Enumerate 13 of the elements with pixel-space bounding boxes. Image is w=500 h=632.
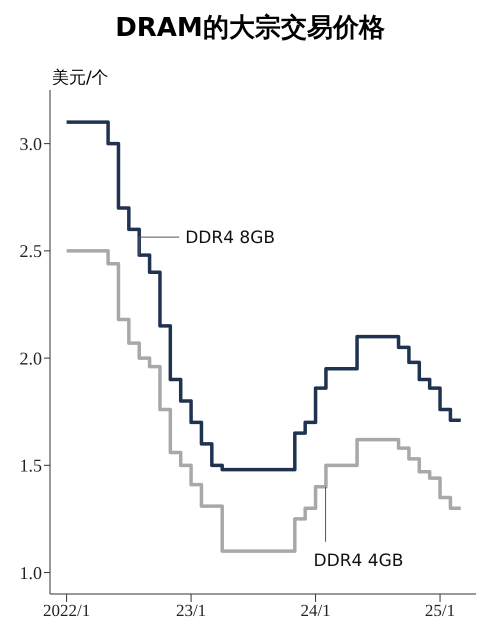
y-axis-title: 美元/个 bbox=[52, 67, 109, 89]
y-tick-label: 2.5 bbox=[20, 241, 42, 262]
x-tick-label: 24/1 bbox=[300, 601, 331, 620]
y-tick-label: 2.0 bbox=[20, 348, 42, 368]
x-tick-label: 23/1 bbox=[176, 601, 206, 620]
y-tick-label: 1.0 bbox=[20, 562, 42, 583]
y-tick-label: 3.0 bbox=[20, 134, 42, 154]
x-tick-label: 25/1 bbox=[424, 601, 456, 620]
y-tick-label: 1.5 bbox=[20, 456, 42, 476]
chart-title: DRAM的大宗交易价格 bbox=[114, 12, 386, 45]
text: DDR4 8GB bbox=[185, 228, 276, 248]
x-tick-label: 2022/1 bbox=[42, 601, 90, 620]
series-label: DDR4 4GB bbox=[314, 550, 404, 571]
